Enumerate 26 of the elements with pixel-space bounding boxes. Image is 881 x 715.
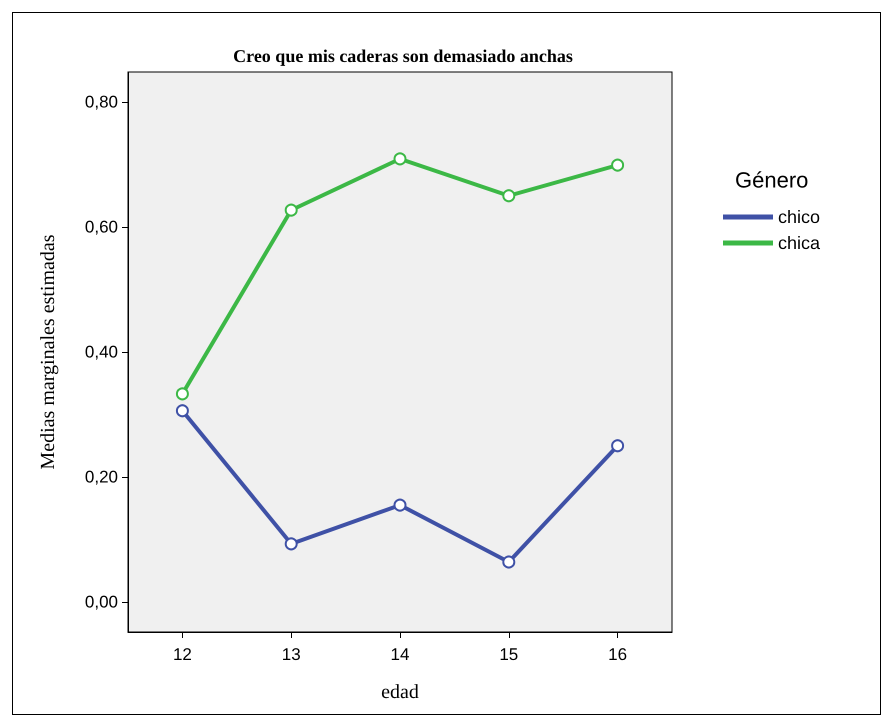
point bbox=[502, 556, 516, 568]
point bbox=[394, 498, 406, 512]
legend-label: chico bbox=[778, 207, 820, 227]
point bbox=[176, 404, 189, 418]
point bbox=[394, 152, 406, 166]
legend-label: chica bbox=[778, 233, 822, 253]
x-tick-label: 16 bbox=[608, 645, 628, 664]
point bbox=[176, 387, 189, 400]
point bbox=[611, 439, 624, 452]
point bbox=[284, 537, 298, 550]
chart-title: Creo que mis caderas son demasiado anchas bbox=[233, 46, 573, 66]
point bbox=[284, 204, 298, 217]
legend-title: Género bbox=[735, 168, 808, 192]
y-tick-label: 0,80 bbox=[84, 92, 118, 112]
x-tick-label: 13 bbox=[282, 645, 301, 664]
y-tick-label: 0,00 bbox=[84, 592, 118, 612]
x-tick-label: 12 bbox=[172, 645, 192, 664]
y-tick-label: 0,20 bbox=[84, 468, 118, 486]
x-tick-label: 14 bbox=[390, 645, 410, 664]
x-axis-title: edad bbox=[381, 681, 419, 703]
x-tick-label: 15 bbox=[499, 645, 518, 664]
y-axis-title: Medias marginales estimadas bbox=[37, 234, 59, 470]
point bbox=[502, 189, 516, 202]
y-tick-label: 0,60 bbox=[84, 218, 118, 236]
y-tick-label: 0,40 bbox=[84, 342, 118, 362]
point bbox=[611, 158, 624, 172]
